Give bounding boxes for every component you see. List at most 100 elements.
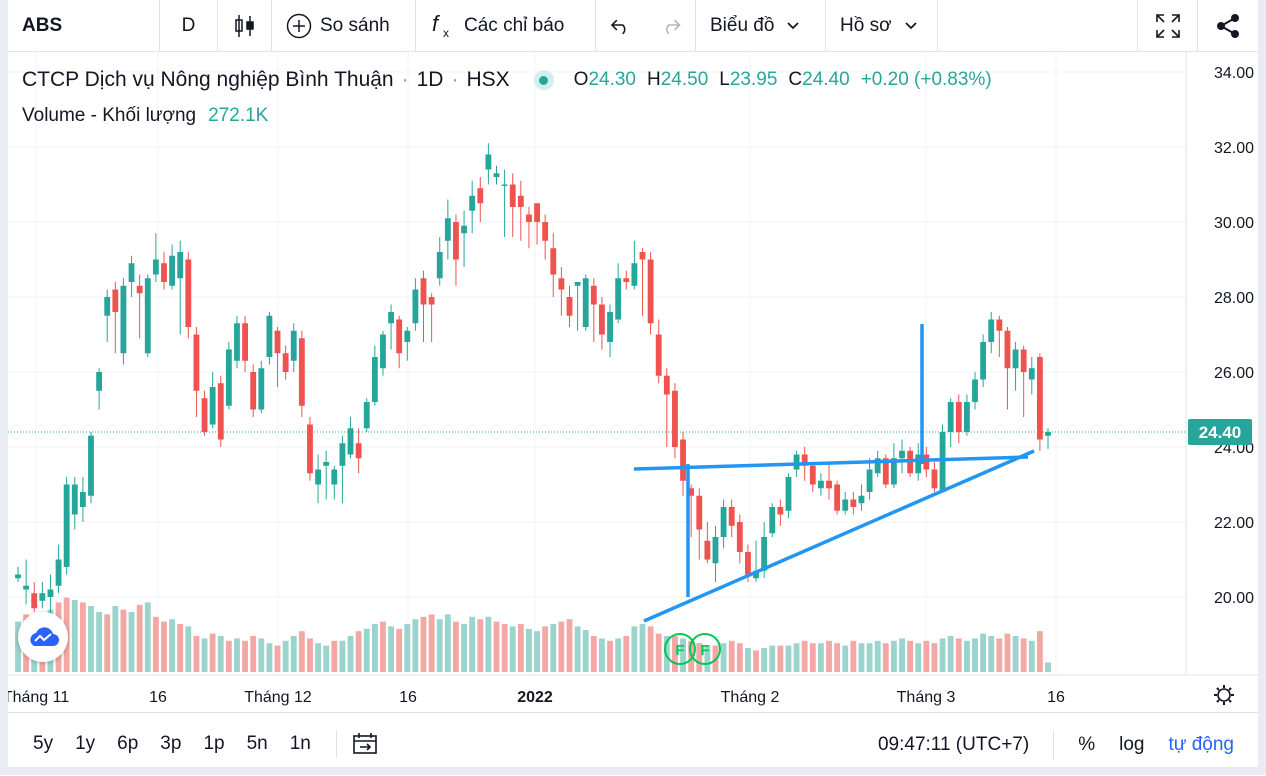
- settings-gear-icon[interactable]: [1214, 685, 1234, 705]
- candle-body: [461, 225, 467, 234]
- price-tick-label: 22.00: [1214, 515, 1254, 532]
- auto-scale-toggle[interactable]: tự động: [1168, 733, 1234, 755]
- volume-bar: [144, 602, 151, 672]
- candle-body: [801, 454, 808, 466]
- volume-bar: [315, 643, 321, 672]
- candle-body: [963, 402, 970, 432]
- candle-body: [404, 330, 411, 342]
- percent-toggle[interactable]: %: [1078, 733, 1096, 755]
- volume-bar: [453, 621, 459, 672]
- volume-bar: [890, 640, 897, 672]
- market-status-icon[interactable]: [533, 70, 554, 90]
- volume-bar: [607, 640, 613, 672]
- open-label: O: [573, 69, 589, 90]
- volume-bar: [331, 640, 338, 672]
- volume-bar: [128, 612, 135, 672]
- share-button[interactable]: [1198, 0, 1258, 52]
- candle-body: [834, 484, 841, 511]
- volume-bar: [996, 638, 1003, 672]
- clock-timezone[interactable]: 09:47:11 (UTC+7): [854, 729, 1055, 760]
- time-tick-label: Tháng 12: [244, 689, 312, 706]
- profile-menu-button[interactable]: Hồ sơ: [826, 0, 938, 52]
- candle-body: [761, 537, 768, 571]
- fullscreen-button[interactable]: [1138, 0, 1198, 52]
- candle-body: [688, 488, 695, 496]
- redo-icon[interactable]: [660, 17, 682, 35]
- candle-body: [436, 252, 443, 279]
- time-tick-label: 2022: [517, 689, 553, 706]
- volume-bar: [534, 631, 540, 672]
- event-marker-label: F: [700, 642, 709, 659]
- volume-bar: [120, 609, 127, 672]
- range-5d[interactable]: 5n: [246, 733, 268, 754]
- range-3m[interactable]: 3p: [160, 733, 182, 754]
- candle-body: [355, 443, 362, 459]
- range-5y[interactable]: 5y: [33, 733, 54, 754]
- candle-body: [582, 278, 589, 327]
- chart-style-button[interactable]: [218, 0, 272, 52]
- volume-bar: [728, 640, 735, 672]
- candle-body: [501, 184, 508, 186]
- range-1m[interactable]: 1p: [203, 733, 225, 754]
- volume-bar: [639, 624, 646, 672]
- candle-body: [728, 507, 735, 526]
- volume-bar: [266, 643, 273, 672]
- volume-bar: [720, 643, 727, 672]
- indicators-button[interactable]: f x Các chỉ báo: [416, 0, 596, 52]
- range-6m[interactable]: 6p: [117, 733, 139, 754]
- range-buttons: 5y 1y 6p 3p 1p 5n 1n: [8, 730, 379, 758]
- share-icon: [1217, 13, 1239, 38]
- candle-body: [39, 593, 46, 601]
- candle-body: [161, 263, 167, 282]
- close-label: C: [788, 69, 803, 90]
- chevron-down-icon: [787, 21, 800, 29]
- chart-menu-button[interactable]: Biểu đồ: [696, 0, 826, 52]
- svg-text:f: f: [432, 12, 441, 36]
- bottom-toolbar: 5y 1y 6p 3p 1p 5n 1n 09:47:11 (UTC+7) % …: [8, 712, 1258, 775]
- candle-body: [1045, 432, 1051, 436]
- candle-body: [1036, 357, 1043, 440]
- price-axis: 34.0032.0030.0028.0026.0024.0022.0020.00…: [1188, 65, 1254, 607]
- volume-bar: [931, 643, 938, 672]
- candle-body: [509, 184, 516, 207]
- range-1d[interactable]: 1n: [289, 733, 311, 754]
- candle-body: [955, 402, 962, 432]
- volume-bar: [177, 624, 184, 672]
- volume-bar: [209, 633, 216, 672]
- volume-bar: [380, 621, 386, 672]
- volume-bar: [777, 645, 784, 672]
- symbol-search[interactable]: ABS: [8, 0, 160, 52]
- volume-bar: [939, 638, 946, 672]
- volume-bar: [1012, 636, 1019, 672]
- candle-body: [396, 319, 403, 354]
- undo-icon[interactable]: [610, 17, 632, 35]
- range-1y[interactable]: 1y: [75, 733, 96, 754]
- candle-body: [128, 263, 135, 282]
- legend-exchange: HSX: [466, 68, 510, 91]
- candle-body: [769, 507, 776, 534]
- volume-bar: [988, 636, 995, 672]
- volume-bar: [647, 626, 654, 672]
- candle-body: [428, 297, 435, 305]
- interval-button[interactable]: D: [160, 0, 218, 52]
- compare-label: So sánh: [320, 14, 390, 36]
- top-toolbar: ABS D So sánh f x Các chỉ báo: [8, 0, 1258, 52]
- candle-body: [485, 154, 492, 170]
- log-toggle[interactable]: log: [1119, 733, 1145, 755]
- compare-button[interactable]: So sánh: [272, 0, 416, 52]
- goto-date-icon[interactable]: [351, 732, 379, 756]
- candle-body: [566, 297, 573, 316]
- volume-bar: [15, 621, 21, 672]
- candle-body: [347, 428, 354, 455]
- interval-label: D: [181, 14, 196, 36]
- volume-bar: [599, 638, 605, 672]
- candle-body: [915, 454, 922, 474]
- volume-bar: [282, 640, 289, 672]
- volume-value: 272.1K: [208, 105, 269, 126]
- tradingview-logo[interactable]: [18, 612, 68, 662]
- volume-bar: [947, 636, 954, 672]
- candle-body: [558, 278, 565, 290]
- candle-body: [371, 357, 378, 402]
- candle-body: [242, 323, 249, 361]
